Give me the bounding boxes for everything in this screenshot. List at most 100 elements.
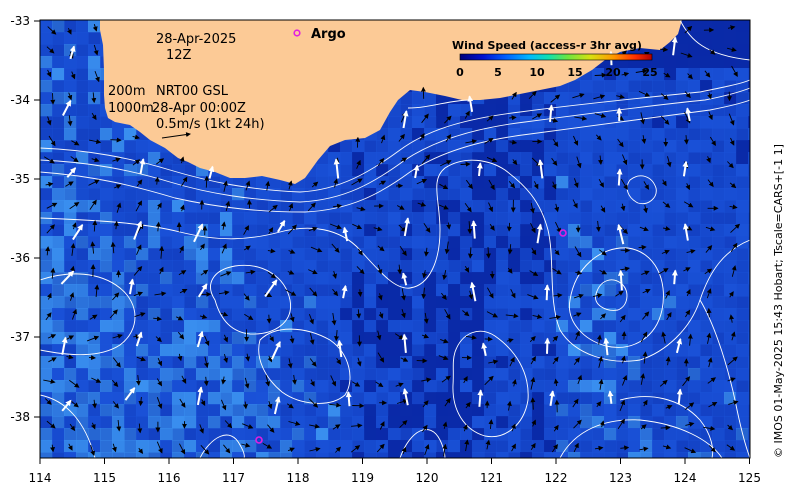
wind-speed-cell (724, 188, 737, 201)
current-vector (181, 375, 187, 384)
wind-speed-cell (364, 200, 377, 213)
wind-speed-cell (148, 344, 161, 357)
current-vector (705, 226, 716, 232)
wind-speed-cell (376, 344, 389, 357)
wind-speed-cell (112, 200, 125, 213)
wind-speed-cell (232, 272, 245, 285)
wind-speed-cell (100, 320, 113, 333)
wind-speed-cell (40, 80, 53, 93)
wind-vector (345, 391, 352, 407)
wind-speed-cell (484, 236, 497, 249)
wind-speed-cell (496, 260, 509, 273)
current-vector (287, 270, 295, 275)
wind-speed-cell (52, 308, 65, 321)
wind-speed-cell (364, 320, 377, 333)
current-vector (663, 226, 671, 231)
current-vector (94, 70, 100, 83)
wind-speed-cell (736, 248, 749, 261)
current-vector (268, 204, 278, 213)
current-vector (243, 245, 251, 251)
wind-speed-cell (88, 32, 101, 45)
wind-speed-cell (412, 104, 425, 117)
current-vector (527, 294, 539, 300)
wind-speed-cell (232, 200, 245, 213)
wind-speed-cell (640, 284, 653, 297)
current-vector (178, 270, 187, 276)
wind-speed-cell (532, 248, 545, 261)
wind-speed-cell (484, 332, 497, 345)
wind-speed-cell (40, 416, 53, 429)
current-vector (331, 313, 337, 326)
wind-speed-cell (736, 200, 749, 213)
wind-speed-cell (124, 272, 137, 285)
current-vectors (43, 24, 741, 457)
wind-speed-cell (244, 296, 257, 309)
wind-speed-cell (604, 212, 617, 225)
wind-speed-cell (76, 32, 89, 45)
wind-vector (616, 168, 623, 186)
current-vector (683, 267, 691, 272)
wind-speed-cell (640, 416, 653, 429)
wind-speed-cell (520, 104, 533, 117)
wind-speed-cell (592, 80, 605, 93)
wind-speed-cell (712, 188, 725, 201)
wind-speed-cell (100, 404, 113, 417)
wind-speed-cell (556, 140, 569, 153)
wind-speed-cell (412, 284, 425, 297)
wind-speed-cell (352, 236, 365, 249)
wind-speed-cell (712, 68, 725, 81)
wind-speed-cell (676, 260, 689, 273)
wind-speed-cell (280, 440, 293, 453)
wind-speed-cell (532, 260, 545, 273)
wind-speed-cell (208, 368, 221, 381)
wind-speed-cell (448, 392, 461, 405)
wind-speed-cell (412, 164, 425, 177)
x-tick-label: 116 (158, 471, 181, 485)
wind-speed-cell (40, 32, 53, 45)
current-vector (179, 289, 188, 294)
wind-speed-cell (700, 140, 713, 153)
current-vector (267, 400, 273, 410)
wind-speed-cell (148, 284, 161, 297)
wind-speed-cell (304, 296, 317, 309)
current-vector (439, 183, 449, 190)
current-vector (287, 224, 297, 235)
wind-speed-cell (160, 416, 173, 429)
wind-speed-cell (412, 368, 425, 381)
wind-speed-cell (508, 332, 521, 345)
current-vector (704, 268, 713, 275)
y-tick: -34 (10, 93, 40, 107)
wind-speed-cell (52, 224, 65, 237)
wind-speed-cell (652, 356, 665, 369)
wind-speed-cell (496, 176, 509, 189)
current-vector (441, 292, 447, 300)
x-tick-label: 123 (609, 471, 632, 485)
wind-speed-cell (88, 212, 101, 225)
wind-speed-cell (64, 368, 77, 381)
wind-speed-cell (520, 284, 533, 297)
wind-speed-cell (112, 320, 125, 333)
wind-speed-cell (652, 224, 665, 237)
wind-speed-cell (628, 380, 641, 393)
wind-vector (208, 165, 215, 179)
wind-speed-cell (100, 440, 113, 453)
wind-speed-cell (184, 236, 197, 249)
wind-vector (549, 390, 555, 406)
wind-speed-cell (448, 440, 461, 453)
argo-float-marker (255, 436, 263, 444)
wind-speed-cell (700, 44, 713, 57)
current-vector (155, 221, 161, 232)
wind-speed-cell (256, 248, 269, 261)
current-vector (245, 269, 256, 275)
wind-speed-cell (496, 392, 509, 405)
wind-speed-cell (208, 248, 221, 261)
current-vector (684, 447, 697, 454)
wind-speed-cell (244, 248, 257, 261)
current-vector (465, 139, 478, 145)
wind-speed-cell (64, 44, 77, 57)
wind-speed-cell (88, 344, 101, 357)
wind-speed-cell (748, 140, 750, 153)
wind-speed-cell (340, 428, 353, 441)
wind-speed-cell (640, 440, 653, 453)
wind-speed-cell (712, 404, 725, 417)
